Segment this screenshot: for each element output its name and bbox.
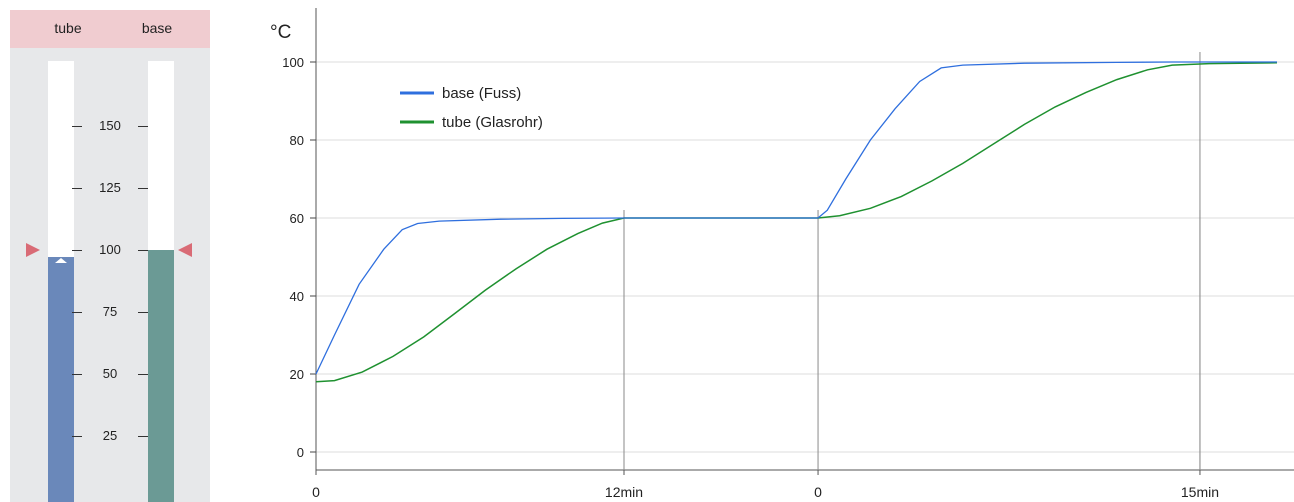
x-tick-label: 15min <box>1181 484 1219 500</box>
setpoint-marker-right-icon[interactable] <box>178 243 192 257</box>
gauge-scale-label: 25 <box>102 428 118 443</box>
y-tick-label: 100 <box>282 55 304 70</box>
gauge-scale-tick: 75 <box>72 305 148 319</box>
gauge-header: tube base <box>10 10 210 48</box>
gauge-scale-label: 100 <box>99 242 121 257</box>
base-gauge-label: base <box>141 20 173 36</box>
up-arrow-icon <box>55 258 67 264</box>
series-line-tube <box>315 62 1278 383</box>
tube-gauge-label: tube <box>54 20 82 36</box>
y-tick-label: 80 <box>290 133 304 148</box>
gauge-scale-tick: 50 <box>72 367 148 381</box>
tube-gauge-handle[interactable] <box>48 257 74 268</box>
legend-label: tube (Glasrohr) <box>442 114 543 131</box>
y-tick-label: 0 <box>297 445 304 460</box>
tube-gauge-fill <box>48 262 74 502</box>
x-tick-label: 0 <box>814 484 822 500</box>
gauge-scale-label: 75 <box>102 304 118 319</box>
x-tick-label: 12min <box>605 484 643 500</box>
gauge-scale-tick: 125 <box>72 181 148 195</box>
series-line-base <box>315 61 1277 375</box>
y-tick-label: 20 <box>290 367 304 382</box>
gauge-scale-label: 125 <box>99 180 121 195</box>
gauge-panel: tube base 150 125 100 75 50 25 <box>10 10 210 502</box>
gauge-scale-label: 150 <box>99 118 121 133</box>
legend-label: base (Fuss) <box>442 85 521 102</box>
base-gauge-fill <box>148 250 174 502</box>
gauge-scale-tick: 100 <box>72 243 148 257</box>
y-axis-unit-label: °C <box>270 22 291 43</box>
base-gauge-bar[interactable] <box>148 61 174 502</box>
y-tick-label: 40 <box>290 289 304 304</box>
gauge-scale-label: 50 <box>102 366 118 381</box>
x-tick-label: 0 <box>312 484 320 500</box>
temperature-chart: 0 20 40 60 80 100 °C 0 12min 0 15min base (Fuss) tub… <box>270 8 1294 500</box>
y-tick-label: 60 <box>290 211 304 226</box>
gauge-scale-tick: 150 <box>72 119 148 133</box>
setpoint-marker-left-icon[interactable] <box>26 243 40 257</box>
tube-gauge-bar[interactable] <box>48 61 74 502</box>
gauge-scale-tick: 25 <box>72 429 148 443</box>
